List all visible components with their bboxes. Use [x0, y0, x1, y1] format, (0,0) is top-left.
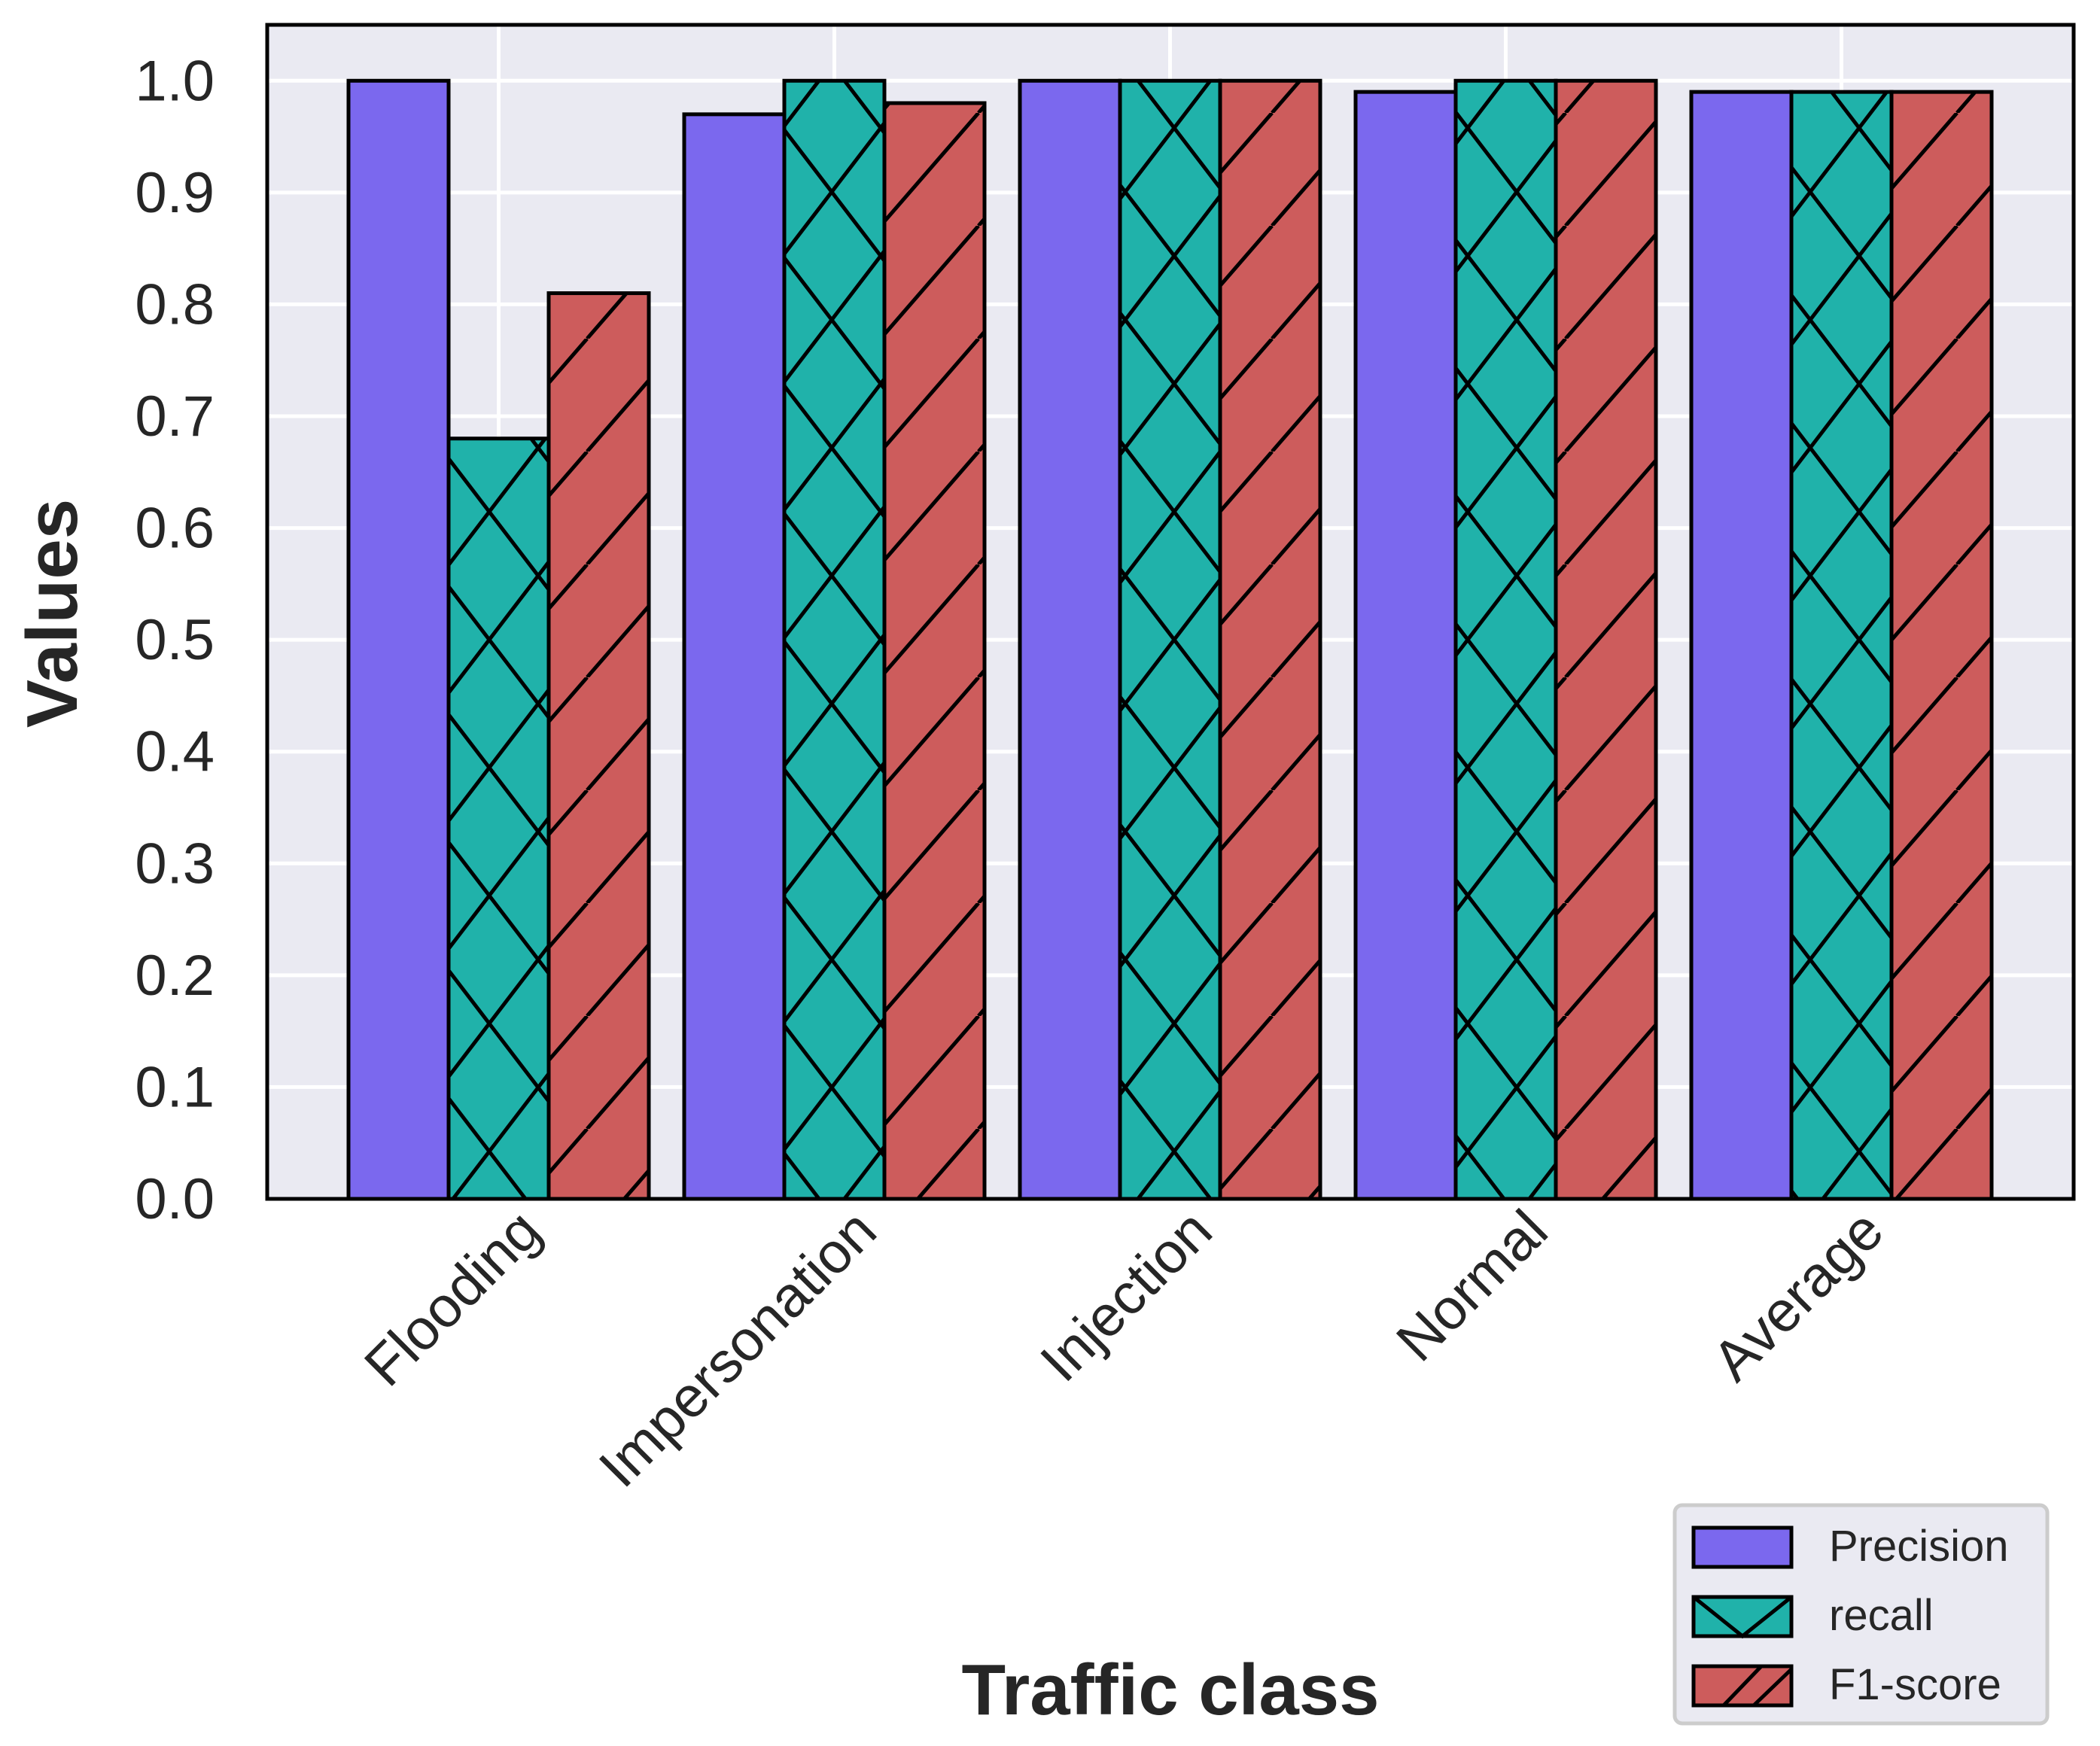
y-tick-label: 0.8	[135, 272, 215, 336]
legend-swatch-outline-recall	[1691, 1595, 1794, 1638]
legend-label-precision: Precision	[1829, 1522, 2009, 1571]
legend-label-recall: recall	[1829, 1591, 1934, 1640]
x-axis-title: Traffic class	[962, 1650, 1380, 1730]
legend: Precision recall F1-score	[1672, 1503, 2050, 1726]
bar-precision-injection	[1020, 81, 1120, 1199]
y-tick-label: 0.3	[135, 832, 215, 896]
legend-hatch-f1-score	[1722, 1665, 1793, 1707]
bars	[346, 78, 1994, 1201]
bar-recall-average-hatch	[1791, 92, 1892, 1200]
bar-precision-impersonation	[684, 114, 784, 1199]
x-tick-label-impersonation: Impersonation	[587, 1198, 889, 1500]
bar-recall-flooding-hatch	[449, 438, 549, 1199]
y-tick-label: 0.7	[135, 385, 215, 449]
y-tick-label: 0.1	[135, 1055, 215, 1119]
plot-frame	[265, 23, 2076, 1201]
x-tick-labels: Flooding Impersonation Injection Normal Aver…	[352, 1198, 1895, 1500]
y-axis-title: Values	[12, 499, 93, 728]
bar-precision-normal	[1356, 92, 1456, 1200]
x-tick-label-flooding: Flooding	[352, 1198, 552, 1398]
legend-label-f1-score: F1-score	[1829, 1660, 2001, 1709]
bar-recall-injection-hatch	[1120, 81, 1220, 1199]
y-tick-label: 0.5	[135, 608, 215, 672]
y-tick-labels: 0.0 0.1 0.2 0.3 0.4 0.5 0.6 0.7 0.8 0.9 1.0	[135, 49, 215, 1231]
x-tick-label-injection: Injection	[1028, 1198, 1224, 1394]
y-tick-label: 0.2	[135, 944, 215, 1008]
bar-recall-normal-hatch	[1456, 81, 1556, 1199]
bar-f1-score-injection-hatch	[1220, 81, 1320, 1199]
y-tick-label: 1.0	[135, 49, 215, 113]
bar-f1-score-impersonation-hatch	[884, 103, 985, 1199]
y-tick-label: 0.9	[135, 161, 215, 225]
y-tick-label: 0.4	[135, 720, 215, 784]
bar-f1-score-flooding-hatch	[549, 293, 649, 1200]
legend-swatch-outline-f1-score	[1691, 1664, 1794, 1708]
bar-precision-flooding	[348, 81, 449, 1199]
bar-f1-score-average-hatch	[1892, 92, 1992, 1200]
x-tick-label-average: Average	[1700, 1198, 1895, 1393]
legend-swatch-precision	[1694, 1528, 1791, 1567]
x-tick-label-normal: Normal	[1384, 1198, 1560, 1373]
legend-swatch-outline-precision	[1691, 1525, 1794, 1569]
bar-recall-impersonation-hatch	[784, 81, 884, 1199]
y-tick-label: 0.0	[135, 1167, 215, 1231]
bar-f1-score-normal-hatch	[1556, 81, 1656, 1199]
legend-swatch-recall	[1694, 1597, 1791, 1636]
y-tick-label: 0.6	[135, 497, 215, 561]
bar-precision-average	[1691, 92, 1791, 1200]
